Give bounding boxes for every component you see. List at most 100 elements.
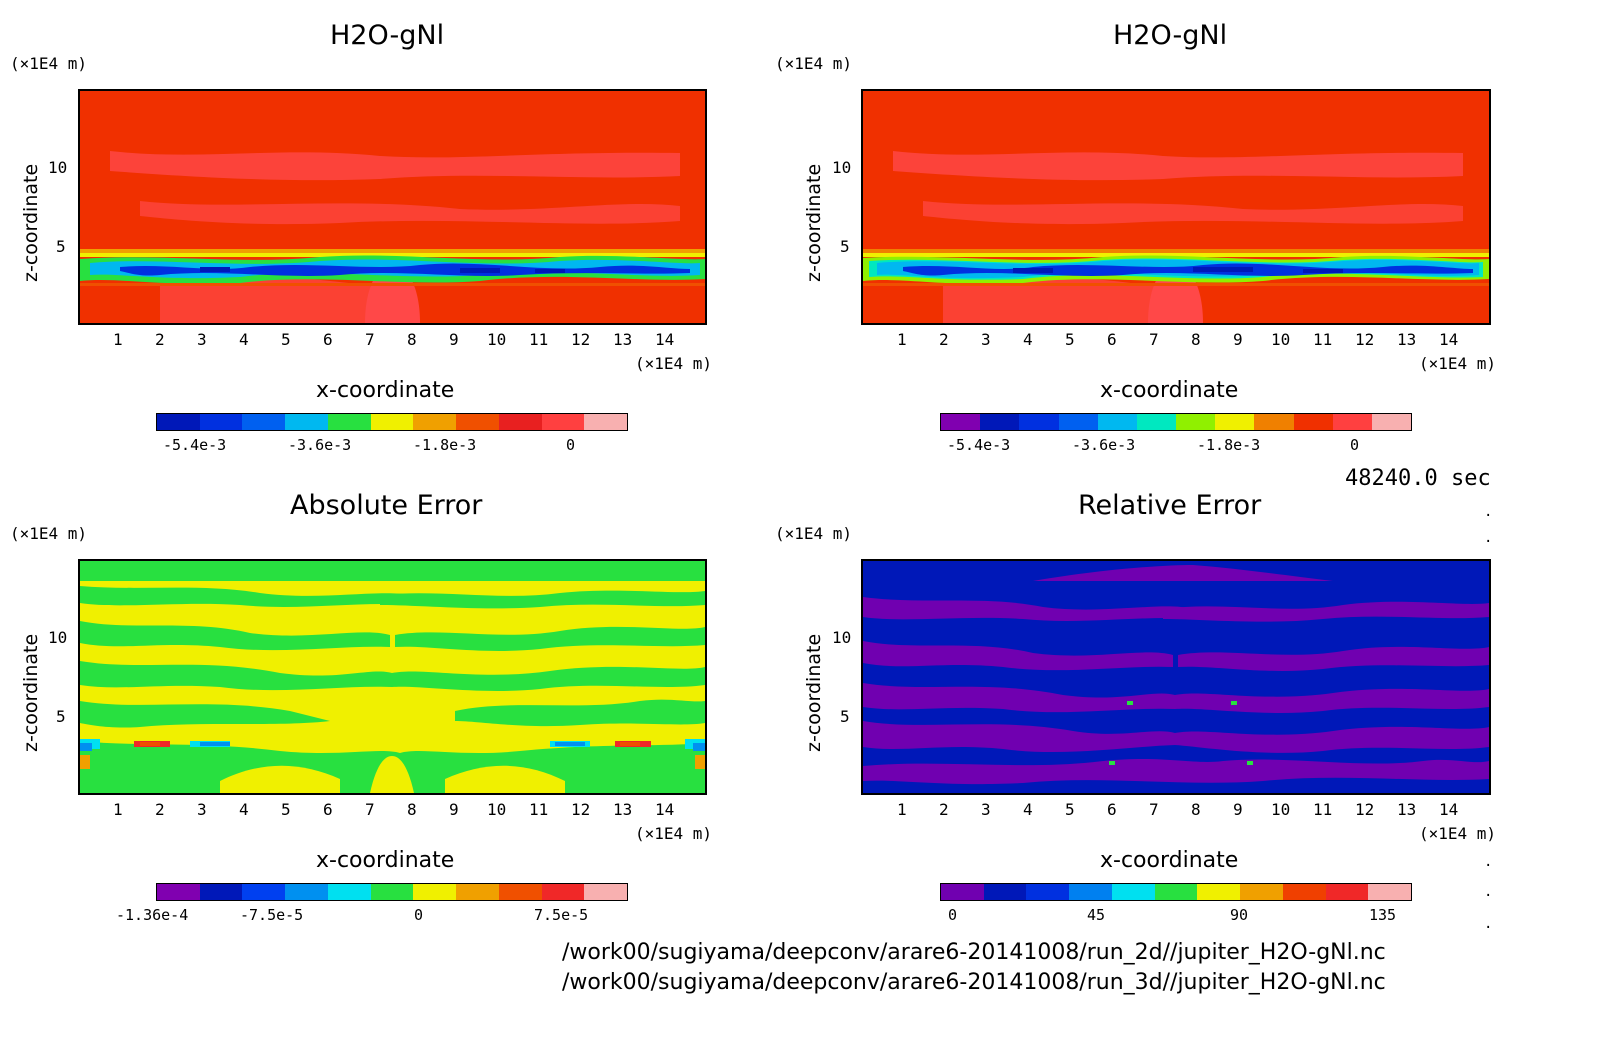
heatmap-plot <box>861 559 1491 795</box>
x-tick: 1 <box>113 800 123 819</box>
y-tick-10: 10 <box>832 628 852 647</box>
colorbar <box>940 413 1412 431</box>
colorbar-swatch <box>1026 884 1070 900</box>
heatmap-plot <box>78 559 707 795</box>
x-tick: 4 <box>1023 800 1033 819</box>
x-tick: 2 <box>939 800 949 819</box>
x-tick: 13 <box>1397 330 1417 349</box>
colorbar-tick: -7.5e-5 <box>240 906 304 924</box>
panel-title: H2O-gNl <box>1113 20 1228 51</box>
x-tick: 8 <box>1191 330 1201 349</box>
colorbar-swatch <box>1325 884 1369 900</box>
x-tick: 3 <box>197 330 207 349</box>
colorbar-tick: -3.6e-3 <box>1072 436 1136 454</box>
x-tick: 12 <box>571 800 591 819</box>
y-axis-label: z-coordinate <box>803 163 825 282</box>
heatmap-svg <box>863 561 1489 793</box>
x-tick: 4 <box>239 330 249 349</box>
y-axis-unit: (×1E4 m) <box>775 524 853 543</box>
colorbar-swatch <box>285 884 328 900</box>
panel-title: Relative Error <box>1078 490 1262 521</box>
colorbar-tick: -1.36e-4 <box>116 906 189 924</box>
y-tick-5: 5 <box>840 707 850 726</box>
x-tick: 7 <box>365 800 375 819</box>
colorbar-swatch <box>980 414 1020 430</box>
y-axis-unit: (×1E4 m) <box>10 524 88 543</box>
x-tick: 1 <box>113 330 123 349</box>
colorbar-swatch <box>242 414 286 430</box>
x-tick: 4 <box>1023 330 1033 349</box>
colorbar-tick: -1.8e-3 <box>413 436 477 454</box>
y-axis-unit: (×1E4 m) <box>775 54 853 73</box>
colorbar-swatch <box>584 884 628 900</box>
x-tick: 5 <box>281 330 291 349</box>
x-tick: 14 <box>1439 800 1459 819</box>
colorbar <box>156 413 628 431</box>
colorbar-swatch <box>370 414 414 430</box>
colorbar-tick: 0 <box>414 906 424 924</box>
colorbar-swatch <box>327 884 371 900</box>
x-tick: 12 <box>571 330 591 349</box>
colorbar-swatch <box>1111 884 1155 900</box>
x-tick: 1 <box>897 800 907 819</box>
colorbar-swatch <box>1368 884 1412 900</box>
colorbar-tick: 90 <box>1230 906 1249 924</box>
dot-marker: . <box>1484 916 1493 932</box>
colorbar-swatch <box>1136 414 1177 430</box>
dot-marker: . <box>1484 884 1493 900</box>
colorbar-swatch <box>1332 414 1372 430</box>
x-tick: 5 <box>281 800 291 819</box>
file-path-3d: /work00/sugiyama/deepconv/arare6-2014100… <box>562 970 1386 995</box>
x-tick: 13 <box>613 800 633 819</box>
y-tick-5: 5 <box>56 707 66 726</box>
heatmap-svg <box>80 91 705 323</box>
y-tick-5: 5 <box>840 237 850 256</box>
x-axis-label: x-coordinate <box>316 378 455 403</box>
time-label: 48240.0 sec <box>1345 466 1491 491</box>
x-tick: 7 <box>1149 800 1159 819</box>
x-tick: 6 <box>323 800 333 819</box>
colorbar-swatch <box>498 414 542 430</box>
colorbar-swatch <box>199 884 243 900</box>
colorbar <box>156 883 628 901</box>
x-tick: 9 <box>1233 800 1243 819</box>
colorbar-tick: 135 <box>1369 906 1397 924</box>
x-tick: 13 <box>1397 800 1417 819</box>
x-tick: 11 <box>1313 330 1333 349</box>
x-tick: 3 <box>981 330 991 349</box>
colorbar-swatch <box>1240 884 1283 900</box>
x-tick: 14 <box>1439 330 1459 349</box>
x-tick: 13 <box>613 330 633 349</box>
colorbar-tick: 0 <box>566 436 576 454</box>
x-tick: 8 <box>407 800 417 819</box>
colorbar-tick: 7.5e-5 <box>534 906 589 924</box>
x-tick: 10 <box>1271 800 1291 819</box>
colorbar-swatch <box>1058 414 1098 430</box>
colorbar-swatch <box>242 884 286 900</box>
y-tick-10: 10 <box>832 158 852 177</box>
x-tick: 14 <box>655 330 675 349</box>
x-tick: 11 <box>1313 800 1333 819</box>
x-tick: 2 <box>155 330 165 349</box>
colorbar-tick: 45 <box>1087 906 1106 924</box>
colorbar-swatch <box>498 884 542 900</box>
file-path-2d: /work00/sugiyama/deepconv/arare6-2014100… <box>562 940 1386 965</box>
colorbar-swatch <box>1293 414 1333 430</box>
x-tick: 6 <box>323 330 333 349</box>
colorbar-swatch <box>157 884 200 900</box>
heatmap-svg <box>863 91 1489 323</box>
heatmap-plot <box>861 89 1491 325</box>
x-tick: 6 <box>1107 330 1117 349</box>
colorbar-swatch <box>1197 884 1241 900</box>
x-tick: 9 <box>1233 330 1243 349</box>
x-tick: 11 <box>529 330 549 349</box>
colorbar-swatch <box>370 884 414 900</box>
x-tick: 5 <box>1065 330 1075 349</box>
x-axis-label: x-coordinate <box>1100 378 1239 403</box>
colorbar-swatch <box>584 414 628 430</box>
x-tick: 5 <box>1065 800 1075 819</box>
colorbar-swatch <box>456 414 499 430</box>
x-tick: 12 <box>1355 330 1375 349</box>
colorbar-swatch <box>941 414 981 430</box>
colorbar-swatch <box>1254 414 1294 430</box>
